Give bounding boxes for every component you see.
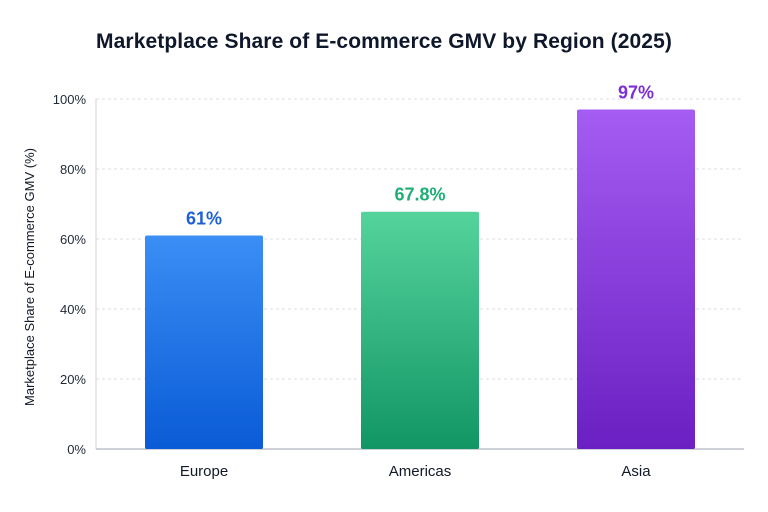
x-tick-label-americas: Americas bbox=[389, 463, 452, 480]
x-tick-label-europe: Europe bbox=[180, 463, 228, 480]
x-tick-label-asia: Asia bbox=[621, 463, 651, 480]
bar-americas bbox=[361, 211, 479, 449]
data-label-asia: 97% bbox=[618, 83, 654, 103]
y-tick-label: 40% bbox=[60, 302, 86, 317]
data-label-europe: 61% bbox=[186, 209, 222, 229]
y-tick-label: 20% bbox=[60, 372, 86, 387]
y-tick-label: 100% bbox=[53, 92, 87, 107]
y-axis-label: Marketplace Share of E-commerce GMV (%) bbox=[22, 148, 37, 406]
bar-europe bbox=[145, 235, 263, 449]
y-tick-label: 60% bbox=[60, 232, 86, 247]
y-tick-label: 0% bbox=[67, 442, 86, 457]
chart-title: Marketplace Share of E-commerce GMV by R… bbox=[96, 30, 672, 53]
y-tick-label: 80% bbox=[60, 162, 86, 177]
data-label-americas: 67.8% bbox=[394, 185, 445, 205]
bar-asia bbox=[577, 109, 695, 449]
